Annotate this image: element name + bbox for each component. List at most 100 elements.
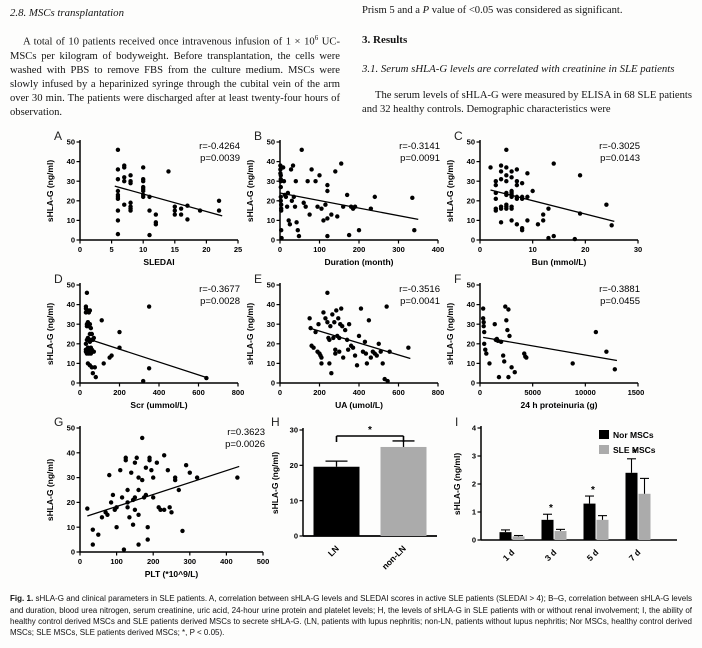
svg-text:30: 30 [67,177,75,186]
svg-text:24 h proteinuria (g): 24 h proteinuria (g) [521,400,598,410]
panel-i-chart: 0 1 2 3 4 sHLA-G (ng/ml) 1 d * 3 d * 5 d * 7 d Nor MS… [451,416,679,585]
chart-B: 0 10 20 30 40 50 sHLA-G (ng/ml) 0 100 200 300 400 Du… [245,138,444,267]
svg-text:20: 20 [67,340,75,349]
svg-text:4: 4 [472,424,477,433]
svg-text:400: 400 [432,245,444,254]
chart-I: 0 1 2 3 4 sHLA-G (ng/ml) 1 d * 3 d * 5 d * 7 d Nor MS… [452,424,677,564]
svg-text:0: 0 [78,245,82,254]
figure-row-3: G 0 10 20 30 40 50 sHLA-G (ng/ml) 0 100 200 300 400… [44,415,702,585]
svg-text:r=-0.3677: r=-0.3677 [199,284,240,295]
svg-text:30: 30 [267,177,275,186]
svg-text:1 d: 1 d [501,548,517,564]
svg-text:sHLA-G (ng/ml): sHLA-G (ng/ml) [445,160,455,222]
svg-text:400: 400 [220,557,233,566]
svg-text:30: 30 [67,320,75,329]
panel-f-chart: 0 10 20 30 40 50 sHLA-G (ng/ml) 0 5000 10000 15000… [444,273,648,416]
continuation-line: Prism 5 and a P value of <0.05 was consi… [362,4,692,18]
panel-h-chart: 0 10 20 30 sHLA-G (ng/ml) LN non-LN * [269,416,451,585]
caption-label: Fig. 1. [10,594,34,604]
svg-text:0: 0 [471,236,475,245]
svg-text:sHLA-G (ng/ml): sHLA-G (ng/ml) [45,303,55,365]
svg-text:*: * [633,448,637,459]
svg-text:400: 400 [353,388,366,397]
svg-text:UA (umol/L): UA (umol/L) [335,400,383,410]
svg-text:600: 600 [192,388,205,397]
svg-text:non-LN: non-LN [380,544,408,572]
figure-panel-d: D 0 10 20 30 40 50 sHLA-G (ng/ml) 0 200 400 600 800… [44,272,244,416]
figure-panel-c: C 0 10 20 30 40 50 sHLA-G (ng/ml) 0 10 20 30 Bun (m… [444,129,644,273]
chart-A: 0 10 20 30 40 50 sHLA-G (ng/ml) 0 5 10 15 20 25 SLEDA… [45,138,242,267]
svg-text:20: 20 [67,197,75,206]
panel-letter: G [54,415,64,430]
svg-text:2: 2 [472,480,476,489]
svg-text:50: 50 [67,281,75,290]
svg-text:PLT (*10^9/L): PLT (*10^9/L) [145,569,199,579]
svg-text:40: 40 [467,158,475,167]
svg-text:10: 10 [67,216,75,225]
svg-text:0: 0 [472,536,476,545]
svg-text:0: 0 [294,532,298,541]
svg-text:10: 10 [528,245,536,254]
svg-text:15: 15 [171,245,179,254]
panel-letter: D [54,272,63,287]
svg-text:10: 10 [267,216,275,225]
svg-text:sHLA-G (ng/ml): sHLA-G (ng/ml) [45,459,55,521]
panel-letter: F [454,272,462,287]
svg-text:p=0.0026: p=0.0026 [225,439,265,450]
panel-c-chart: 0 10 20 30 40 50 sHLA-G (ng/ml) 0 10 20 30 Bun (mmo… [444,130,644,273]
svg-text:600: 600 [392,388,405,397]
svg-text:30: 30 [634,245,642,254]
results-paragraph: The serum levels of sHLA-G were measured… [362,90,692,116]
panel-e-chart: 0 10 20 30 40 50 sHLA-G (ng/ml) 0 200 400 600 800 UA… [244,273,444,416]
figure-panel-e: E 0 10 20 30 40 50 sHLA-G (ng/ml) 0 200 400 600 800… [244,272,444,416]
svg-text:r=-0.3025: r=-0.3025 [599,141,640,152]
svg-text:p=0.0028: p=0.0028 [200,296,240,307]
svg-text:30: 30 [267,320,275,329]
svg-text:r=-0.3141: r=-0.3141 [399,141,440,152]
svg-text:200: 200 [113,388,126,397]
svg-text:sHLA-G (ng/ml): sHLA-G (ng/ml) [270,452,280,514]
svg-text:30: 30 [467,177,475,186]
right-column: Prism 5 and a P value of <0.05 was consi… [362,4,692,120]
svg-text:30: 30 [67,474,75,483]
svg-text:Scr (ummol/L): Scr (ummol/L) [130,400,187,410]
svg-text:*: * [368,425,372,436]
svg-text:*: * [591,485,595,496]
svg-text:20: 20 [290,461,298,470]
paragraph-text: value of <0.05 was considered as signifi… [429,5,623,16]
svg-text:10: 10 [267,359,275,368]
superscript: 6 [314,34,319,43]
svg-text:50: 50 [467,281,475,290]
svg-text:5 d: 5 d [585,548,601,564]
paragraph-text: Prism 5 and a [362,5,423,16]
svg-text:Nor MSCs: Nor MSCs [613,430,654,440]
figure-panel-b: B 0 10 20 30 40 50 sHLA-G (ng/ml) 0 100 200 300 400… [244,129,444,273]
svg-text:40: 40 [267,301,275,310]
panel-letter: H [271,415,280,430]
svg-text:50: 50 [267,138,275,147]
svg-text:Duration (month): Duration (month) [325,257,394,267]
svg-text:10: 10 [467,216,475,225]
mscs-paragraph: A total of 10 patients received once int… [10,34,340,120]
svg-text:200: 200 [313,388,326,397]
svg-text:10: 10 [290,497,298,506]
panel-letter: E [254,272,263,287]
svg-text:10: 10 [67,359,75,368]
caption-text: sHLA-G and clinical parameters in SLE pa… [10,594,692,638]
results-heading: 3. Results [362,34,408,47]
two-column-text: 2.8. MSCs transplantation A total of 10 … [0,0,702,120]
figure-caption: Fig. 1. sHLA-G and clinical parameters i… [0,585,702,638]
svg-text:40: 40 [67,301,75,310]
svg-text:r=-0.3881: r=-0.3881 [599,284,640,295]
svg-text:p=0.0455: p=0.0455 [600,296,640,307]
svg-text:300: 300 [392,245,405,254]
svg-text:40: 40 [267,158,275,167]
italic-p: P [422,5,430,16]
svg-text:50: 50 [467,138,475,147]
svg-text:0: 0 [71,236,75,245]
svg-text:sHLA-G (ng/ml): sHLA-G (ng/ml) [45,160,55,222]
figure-panel-a: A 0 10 20 30 40 50 sHLA-G (ng/ml) 0 5 10 15 20 25 SLE… [44,129,244,273]
chart-E: 0 10 20 30 40 50 sHLA-G (ng/ml) 0 200 400 600 800 UA… [245,281,444,410]
svg-text:r=-0.3516: r=-0.3516 [399,284,440,295]
